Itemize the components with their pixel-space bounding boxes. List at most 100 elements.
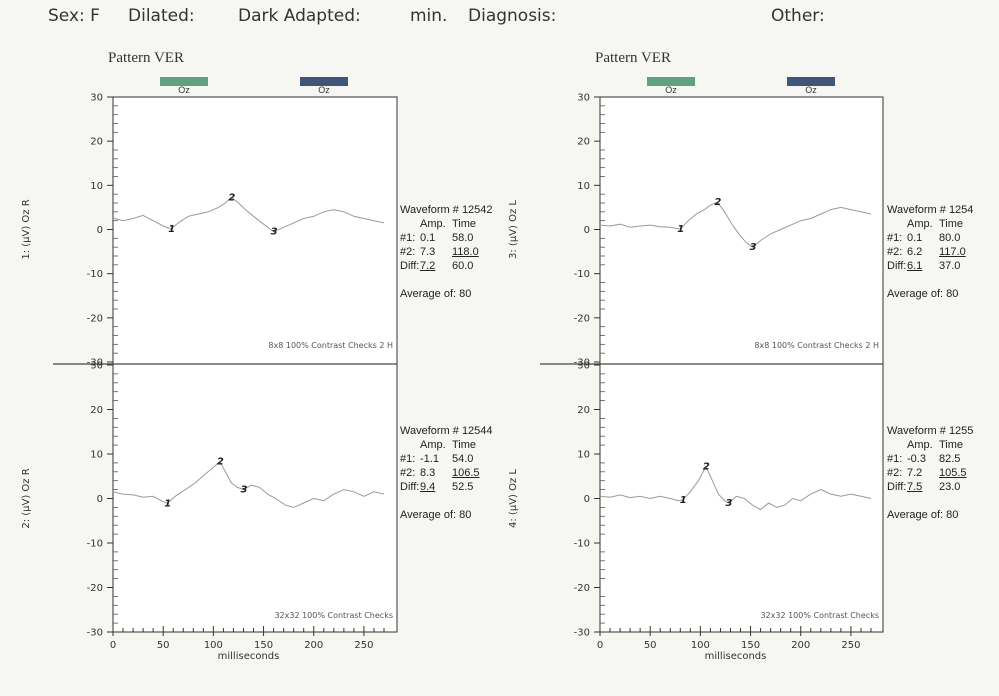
y-tick-label-4--20: -20: [574, 583, 590, 594]
waveform-number: Waveform # 1255: [887, 425, 974, 437]
amp-header: Amp.: [420, 439, 446, 451]
row-label: #1:: [400, 453, 416, 465]
row-time: 23.0: [939, 481, 961, 493]
peak-marker-1-1: 1: [168, 224, 175, 235]
waveform-info-1: Waveform # 12542 Amp. Time #1: 0.1 58.0 #2: 7.3…: [400, 203, 493, 301]
row-label: #2:: [887, 246, 903, 258]
dark-adapted-label: Dark Adapted:: [238, 6, 361, 26]
row-amp: 7.2: [420, 260, 436, 272]
info-header-row: Amp. Time: [400, 438, 493, 452]
y-tick-label-3-10: 10: [577, 181, 590, 192]
time-header: Time: [452, 218, 477, 230]
waveform-trace-2: [112, 460, 385, 508]
info-row: Diff:7.2 60.0: [400, 259, 493, 273]
right-legend-label-2: Oz: [805, 85, 817, 95]
x-tick-label-2-250: 250: [841, 640, 860, 651]
x-tick-label-2-200: 200: [791, 640, 810, 651]
channel-label-1: 1: (μV) Oz R: [21, 199, 32, 259]
row-time: 58.0: [452, 232, 474, 244]
info-row: #2: 7.2 105.5: [887, 466, 979, 480]
x-axis-label-1: milliseconds: [218, 651, 280, 662]
left-legend-label-1: Oz: [178, 85, 190, 95]
row-label: #2:: [887, 467, 903, 479]
info-row: #1: -0.3 82.5: [887, 452, 979, 466]
info-row: #2: 8.3 106.5: [400, 466, 493, 480]
left-legend-chip-1: [160, 77, 208, 86]
y-tick-label-1-30: 30: [90, 93, 103, 104]
y-tick-label-3-0: 0: [584, 225, 590, 236]
row-time: 37.0: [939, 260, 961, 272]
average-of: Average of: 80: [400, 288, 472, 300]
peak-marker-4-3: 3: [725, 498, 732, 509]
dilated-label: Dilated:: [128, 6, 195, 26]
trace-caption-4: 32x32 100% Contrast Checks: [760, 611, 879, 620]
waveform-number: Waveform # 12544: [400, 425, 493, 437]
y-tick-label-2-30: 30: [90, 361, 103, 372]
row-label: Diff:: [400, 260, 420, 272]
waveform-number: Waveform # 12542: [400, 204, 493, 216]
row-amp: 0.1: [907, 232, 923, 244]
y-tick-label-2--10: -10: [87, 539, 103, 550]
x-tick-label-2-50: 50: [644, 640, 657, 651]
y-tick-label-4-0: 0: [584, 494, 590, 505]
channel-label-2: 2: (μV) Oz R: [21, 468, 32, 528]
amp-header: Amp.: [907, 218, 933, 230]
peak-marker-2-2: 2: [217, 457, 224, 468]
y-tick-label-1-20: 20: [90, 137, 103, 148]
row-time: 105.5: [939, 467, 967, 479]
peak-marker-1-3: 3: [271, 227, 278, 238]
left-legend-label-2: Oz: [318, 85, 330, 95]
x-tick-label-1-0: 0: [110, 640, 116, 651]
y-tick-label-1--10: -10: [87, 269, 103, 280]
y-tick-label-4-20: 20: [577, 405, 590, 416]
y-tick-label-2--30: -30: [87, 628, 103, 639]
x-tick-label-1-200: 200: [304, 640, 323, 651]
waveform-number: Waveform # 1254: [887, 204, 974, 216]
row-label: #2:: [400, 467, 416, 479]
x-tick-label-1-150: 150: [254, 640, 273, 651]
row-label: #1:: [400, 232, 416, 244]
amp-header: Amp.: [907, 439, 933, 451]
row-amp: 8.3: [420, 467, 436, 479]
diagnosis-label: Diagnosis:: [468, 6, 557, 26]
y-tick-label-3--10: -10: [574, 269, 590, 280]
channel-label-3: 3: (μV) Oz L: [508, 200, 519, 259]
info-row: #1: -1.1 54.0: [400, 452, 493, 466]
row-label: Diff:: [400, 481, 420, 493]
x-tick-label-2-150: 150: [741, 640, 760, 651]
info-row: #2: 6.2 117.0: [887, 245, 979, 259]
row-amp: 7.5: [907, 481, 923, 493]
row-time: 117.0: [939, 246, 966, 258]
time-header: Time: [939, 439, 964, 451]
waveform-info-3: Waveform # 1254 Amp. Time #1: 0.1 80.0 #2: 6.2 1…: [887, 203, 979, 301]
peak-marker-3-1: 1: [677, 224, 684, 235]
waveform-info-4: Waveform # 1255 Amp. Time #1: -0.3 82.5 #2: 7.2…: [887, 424, 979, 522]
row-time: 106.5: [452, 467, 480, 479]
row-time: 60.0: [452, 260, 474, 272]
info-row: #1: 0.1 58.0: [400, 231, 493, 245]
trace-caption-3: 8x8 100% Contrast Checks 2 H: [754, 341, 879, 350]
row-time: 118.0: [452, 246, 479, 258]
row-amp: 7.3: [420, 246, 436, 258]
y-tick-label-1-10: 10: [90, 181, 103, 192]
info-row: Diff:7.5 23.0: [887, 480, 979, 494]
y-tick-label-4--10: -10: [574, 539, 590, 550]
x-tick-label-1-100: 100: [204, 640, 223, 651]
peak-marker-4-2: 2: [703, 461, 710, 472]
row-label: #2:: [400, 246, 416, 258]
y-tick-label-2-10: 10: [90, 450, 103, 461]
row-time: 54.0: [452, 453, 474, 465]
row-amp: 6.2: [907, 246, 923, 258]
channel-label-4: 4: (μV) Oz L: [508, 469, 519, 528]
info-header-row: Amp. Time: [400, 217, 493, 231]
peak-marker-2-3: 3: [240, 485, 247, 496]
average-of: Average of: 80: [887, 509, 959, 521]
right-panel-title: Pattern VER: [595, 50, 671, 66]
min-label: min.: [410, 6, 448, 26]
x-tick-label-1-250: 250: [354, 640, 373, 651]
y-tick-label-1-0: 0: [97, 225, 103, 236]
waveform-trace-3: [599, 201, 872, 248]
row-label: Diff:: [887, 260, 907, 272]
info-row: Diff:6.1 37.0: [887, 259, 979, 273]
